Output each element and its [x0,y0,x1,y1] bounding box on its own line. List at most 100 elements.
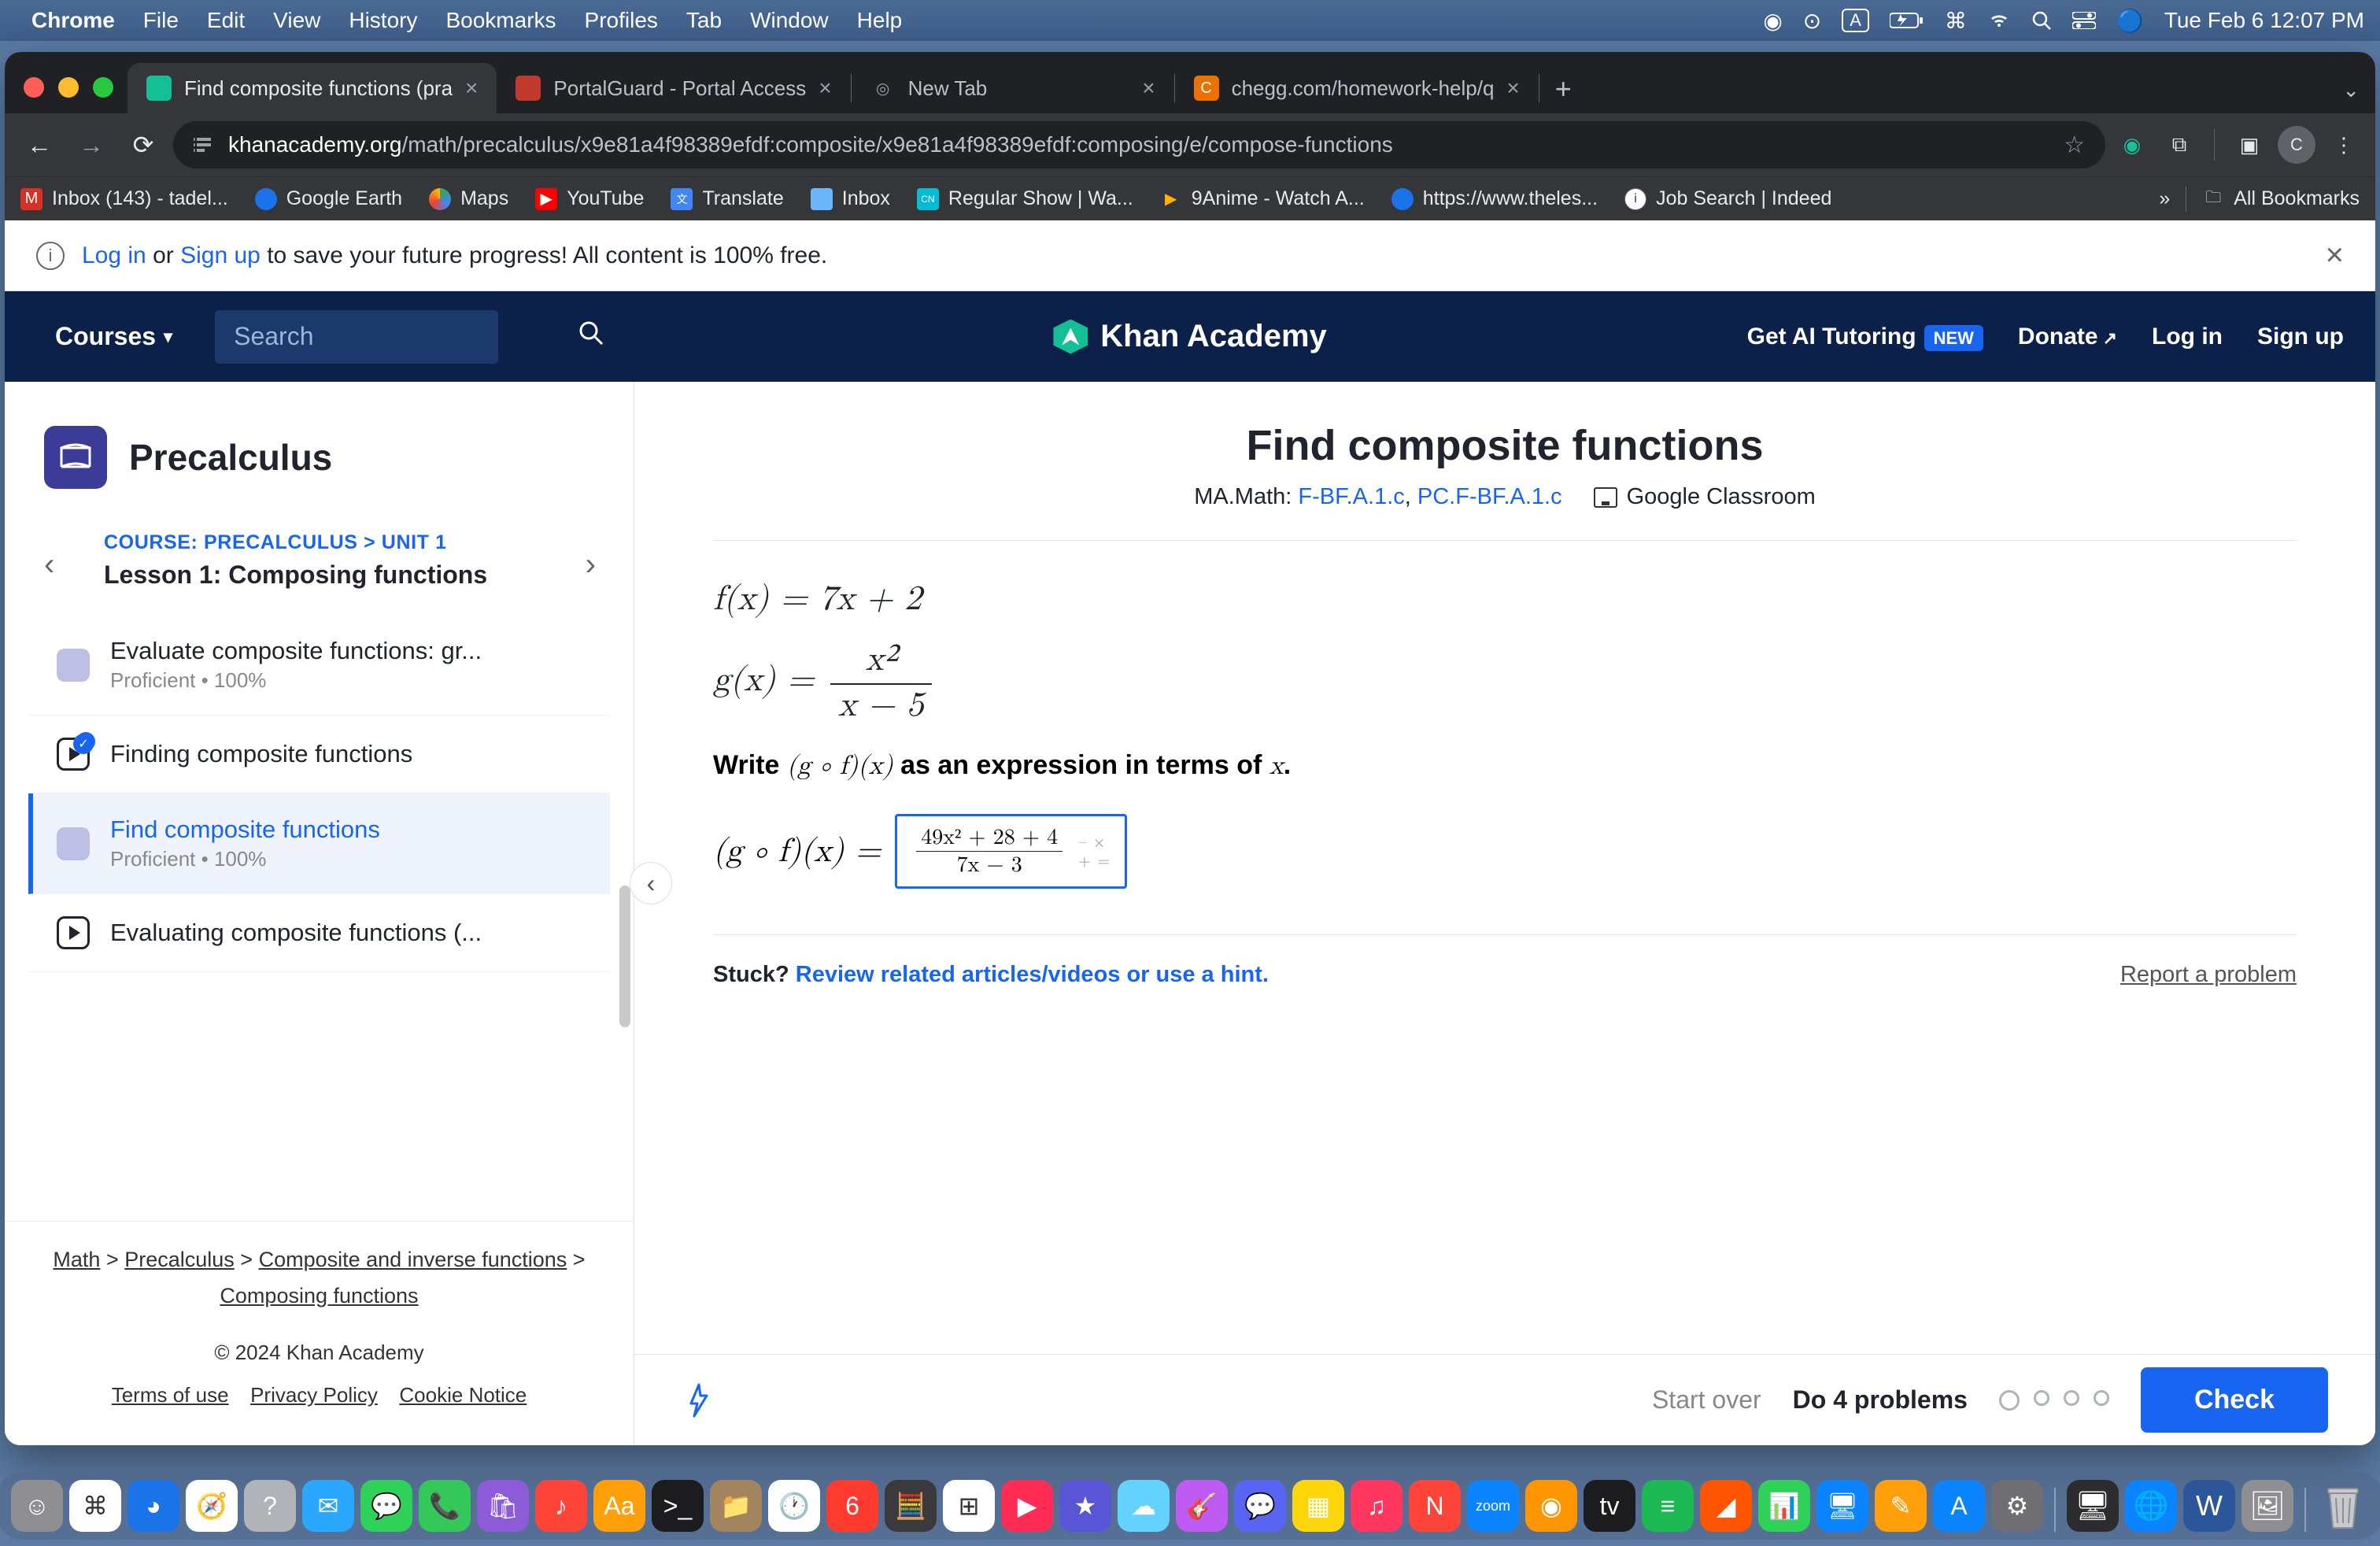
signup-link[interactable]: Sign up [2257,324,2344,350]
dock-app-icon[interactable]: ⌘ [69,1480,121,1532]
tab-4[interactable]: C chegg.com/homework-help/q × [1175,63,1539,113]
new-tab-button[interactable]: + [1539,72,1587,113]
site-info-icon[interactable] [194,136,214,153]
privacy-link[interactable]: Privacy Policy [250,1383,378,1407]
bm-theles[interactable]: https://www.theles... [1391,187,1598,210]
omnibox[interactable]: khanacademy.org/math/precalculus/x9e81a4… [173,121,2105,168]
dock-app-icon[interactable]: 📊 [1758,1480,1810,1532]
ka-search[interactable] [215,310,498,364]
bm-9anime[interactable]: ▶9Anime - Watch A... [1160,187,1365,210]
tab-2-close-icon[interactable]: × [819,76,831,101]
extensions-icon[interactable]: ⧉ [2160,126,2198,164]
streak-icon[interactable] [682,1383,716,1418]
standard-link-2[interactable]: PC.F-BF.A.1.c [1417,484,1562,509]
dock-app-icon[interactable]: tv [1584,1480,1635,1532]
dock-app-icon[interactable]: 💬 [1234,1480,1286,1532]
dock-app-icon[interactable]: 🖼 [2241,1480,2293,1532]
tab-3-close-icon[interactable]: × [1142,76,1155,101]
play-icon[interactable]: ⊙ [1803,8,1821,34]
tab-3[interactable]: ◎ New Tab × [852,63,1174,113]
side-panel-icon[interactable]: ▣ [2230,126,2268,164]
dock-app-icon[interactable]: ▦ [1292,1480,1344,1532]
dock-app-icon[interactable]: ♪ [535,1480,587,1532]
dock-app-icon[interactable]: 🧮 [885,1480,937,1532]
dock-app-icon[interactable]: ♫ [1351,1480,1402,1532]
hint-link[interactable]: Review related articles/videos or use a … [796,962,1269,987]
window-close-button[interactable] [24,77,44,98]
banner-signup-link[interactable]: Sign up [180,242,261,268]
dock-app-icon[interactable]: ? [244,1480,296,1532]
dock-app-icon[interactable]: ◢ [1700,1480,1752,1532]
dock-app-icon[interactable]: 🌐 [2125,1480,2177,1532]
dock-app-icon[interactable]: ★ [1059,1480,1111,1532]
dock-app-icon[interactable]: Aa [593,1480,645,1532]
terms-link[interactable]: Terms of use [112,1383,229,1407]
search-input[interactable] [234,322,564,351]
math-keypad-icon[interactable]: – ×+ = [1078,833,1111,871]
menu-file[interactable]: File [143,8,179,33]
dock-app-icon[interactable]: >_ [652,1480,704,1532]
bm-maps[interactable]: Maps [429,187,508,210]
path-math[interactable]: Math [53,1248,100,1271]
profile-avatar-icon[interactable]: C [2278,126,2315,164]
dock-app-icon[interactable]: 🎸 [1176,1480,1228,1532]
dock-app-icon[interactable]: N [1409,1480,1461,1532]
dock-app-icon[interactable]: ✉ [302,1480,354,1532]
menu-tab[interactable]: Tab [686,8,722,33]
dock-app-icon[interactable]: ◕ [128,1480,179,1532]
window-zoom-button[interactable] [93,77,113,98]
dock-app-icon[interactable]: ≡ [1642,1480,1694,1532]
trash-icon[interactable] [2317,1480,2369,1532]
menu-history[interactable]: History [349,8,417,33]
tab-4-close-icon[interactable]: × [1506,76,1519,101]
dock-app-icon[interactable]: 💬 [360,1480,412,1532]
rec-icon[interactable]: ◉ [1763,8,1782,34]
cookie-link[interactable]: Cookie Notice [399,1383,527,1407]
lesson-item-evaluating[interactable]: Evaluating composite functions (... [28,894,610,972]
bluetooth-icon[interactable]: ⌘ [1945,8,1967,34]
reload-button[interactable]: ⟳ [121,123,165,167]
tab-2[interactable]: PortalGuard - Portal Access × [497,63,850,113]
search-icon[interactable] [2031,10,2052,31]
bm-regular[interactable]: CNRegular Show | Wa... [917,187,1133,210]
bm-indeed[interactable]: iJob Search | Indeed [1624,187,1831,210]
dock-app-icon[interactable]: ☺ [11,1480,63,1532]
menu-profiles[interactable]: Profiles [585,8,658,33]
bm-translate[interactable]: 文Translate [671,187,783,210]
window-minimize-button[interactable] [58,77,79,98]
menubar-clock[interactable]: Tue Feb 6 12:07 PM [2164,8,2364,33]
path-precalc[interactable]: Precalculus [124,1248,235,1271]
dock-app-icon[interactable]: ✎ [1875,1480,1927,1532]
bm-overflow-icon[interactable]: » [2159,187,2170,210]
control-center-icon[interactable] [2072,12,2096,29]
wifi-icon[interactable] [1987,11,2011,30]
tab-1[interactable]: Find composite functions (pra × [128,63,497,113]
dock-app-icon[interactable]: zoom [1467,1480,1519,1532]
check-button[interactable]: Check [2141,1367,2328,1433]
report-problem-link[interactable]: Report a problem [2120,962,2297,988]
lesson-item-evaluate[interactable]: Evaluate composite functions: gr... Prof… [28,615,610,716]
sidebar-scrollbar[interactable] [619,886,630,1027]
siri-icon[interactable]: 🔵 [2116,8,2144,34]
menu-edit[interactable]: Edit [207,8,245,33]
dock-app-icon[interactable]: 📁 [710,1480,762,1532]
dock-app-icon[interactable]: ▶ [1001,1480,1053,1532]
all-bookmarks-button[interactable]: 🗀All Bookmarks [2202,187,2360,210]
start-over-button[interactable]: Start over [1652,1385,1761,1415]
bm-inbox2[interactable]: Inbox [811,187,890,210]
tab-1-close-icon[interactable]: × [465,76,478,101]
donate-link[interactable]: Donate↗ [2018,324,2117,350]
menu-bookmarks[interactable]: Bookmarks [445,8,556,33]
standard-link-1[interactable]: F-BF.A.1.c [1298,484,1404,509]
bm-youtube[interactable]: ▶YouTube [535,187,644,210]
search-icon[interactable] [578,320,604,353]
dock-app-icon[interactable]: ⚙ [1991,1480,2043,1532]
lesson-prev-icon[interactable]: ‹ [44,547,54,583]
back-button[interactable]: ← [17,123,61,167]
dock-app-icon[interactable]: 🧭 [186,1480,238,1532]
path-composite[interactable]: Composite and inverse functions [259,1248,567,1271]
menu-help[interactable]: Help [857,8,903,33]
path-composing[interactable]: Composing functions [220,1284,418,1307]
google-classroom-link[interactable]: Google Classroom [1594,484,1816,510]
dock-app-icon[interactable]: 🛍 [477,1480,529,1532]
